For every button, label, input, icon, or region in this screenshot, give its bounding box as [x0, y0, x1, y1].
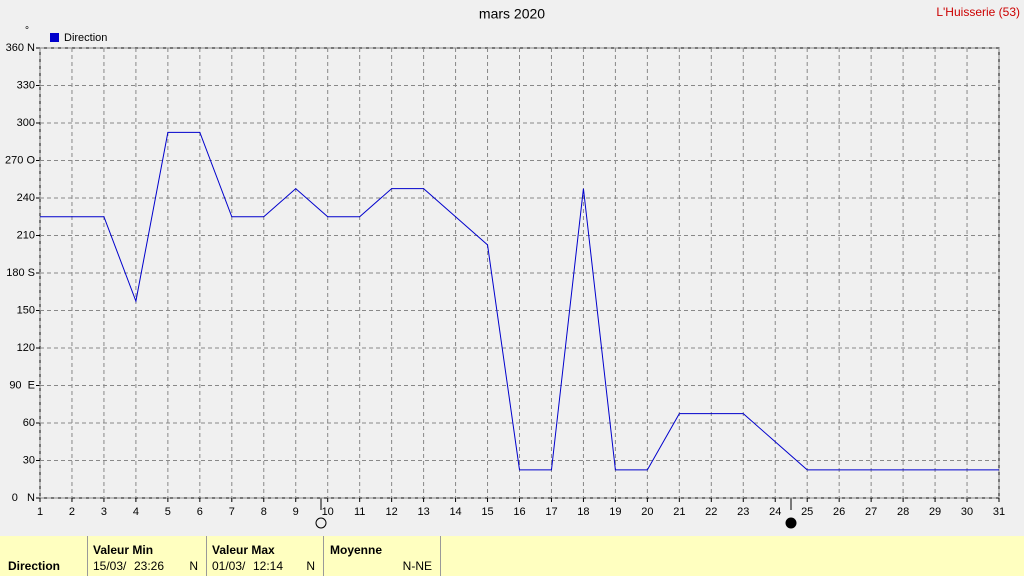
- mean-value: N-NE: [402, 559, 432, 573]
- x-tick-label: 21: [673, 506, 685, 518]
- min-cell: Valeur Min 15/03/ 23:26 N: [88, 536, 207, 576]
- x-tick-label: 26: [833, 506, 845, 518]
- y-tick-label: 120: [17, 342, 35, 354]
- legend-label: Direction: [64, 32, 107, 44]
- y-tick-label: 30: [23, 454, 35, 466]
- x-tick-label: 8: [261, 506, 267, 518]
- x-tick-label: 30: [961, 506, 973, 518]
- x-tick-label: 5: [165, 506, 171, 518]
- min-header: Valeur Min: [93, 543, 154, 557]
- x-tick-label: 1: [37, 506, 43, 518]
- x-tick-label: 22: [705, 506, 717, 518]
- min-value: N: [189, 559, 198, 573]
- y-tick-label: 240: [17, 192, 35, 204]
- x-tick-label: 10: [322, 506, 334, 518]
- x-tick-label: 28: [897, 506, 909, 518]
- min-time: 23:26: [134, 559, 165, 573]
- y-tick-label: 0 N: [12, 492, 35, 504]
- x-tick-label: 15: [481, 506, 493, 518]
- max-cell: Valeur Max 01/03/ 12:14 N: [207, 536, 324, 576]
- x-tick-label: 3: [101, 506, 107, 518]
- mean-header: Moyenne: [330, 543, 383, 557]
- x-tick-label: 11: [354, 506, 365, 518]
- x-tick-label: 17: [545, 506, 557, 518]
- x-tick-label: 12: [386, 506, 398, 518]
- row-cell: Direction: [0, 536, 88, 576]
- chart-title: mars 2020: [479, 6, 545, 22]
- chart: mars 2020 L'Huisserie (53) ° Direction 0…: [5, 5, 1020, 529]
- x-tick-label: 19: [609, 506, 621, 518]
- full-moon-icon: [785, 517, 797, 529]
- x-tick-label: 24: [769, 506, 781, 518]
- y-tick-label: 360 N: [6, 42, 35, 54]
- x-tick-label: 2: [69, 506, 75, 518]
- x-tick-label: 16: [513, 506, 525, 518]
- new-moon-icon: [315, 517, 327, 529]
- y-tick-label: 330: [17, 79, 35, 91]
- y-tick-label: 150: [17, 304, 35, 316]
- y-tick-label: 90 E: [9, 379, 35, 391]
- y-tick-label: 210: [17, 229, 35, 241]
- mean-cell: Moyenne N-NE: [324, 536, 441, 576]
- summary-table: Direction Valeur Min 15/03/ 23:26 N Vale…: [0, 536, 1024, 576]
- x-tick-label: 25: [801, 506, 813, 518]
- station-name: L'Huisserie (53): [936, 5, 1020, 19]
- max-value: N: [306, 559, 315, 573]
- x-tick-label: 27: [865, 506, 877, 518]
- x-tick-label: 20: [641, 506, 653, 518]
- y-tick-label: 270 O: [5, 154, 35, 166]
- x-tick-label: 6: [197, 506, 203, 518]
- x-tick-label: 9: [293, 506, 299, 518]
- y-unit: °: [25, 26, 29, 37]
- x-tick-label: 4: [133, 506, 139, 518]
- x-tick-label: 29: [929, 506, 941, 518]
- x-tick-label: 18: [577, 506, 589, 518]
- data-line: [40, 131, 999, 471]
- x-tick-label: 14: [449, 506, 461, 518]
- max-time: 12:14: [253, 559, 284, 573]
- y-tick-label: 60: [23, 417, 35, 429]
- min-date: 15/03/: [93, 559, 127, 573]
- x-tick-label: 23: [737, 506, 749, 518]
- y-tick-label: 180 S: [6, 267, 35, 279]
- y-tick-label: 300: [17, 117, 35, 129]
- legend-swatch: [50, 33, 59, 42]
- x-tick-label: 13: [417, 506, 429, 518]
- row-label: Direction: [8, 559, 61, 573]
- x-tick-label: 31: [993, 506, 1005, 518]
- max-header: Valeur Max: [212, 543, 275, 557]
- x-tick-label: 7: [229, 506, 235, 518]
- max-date: 01/03/: [212, 559, 246, 573]
